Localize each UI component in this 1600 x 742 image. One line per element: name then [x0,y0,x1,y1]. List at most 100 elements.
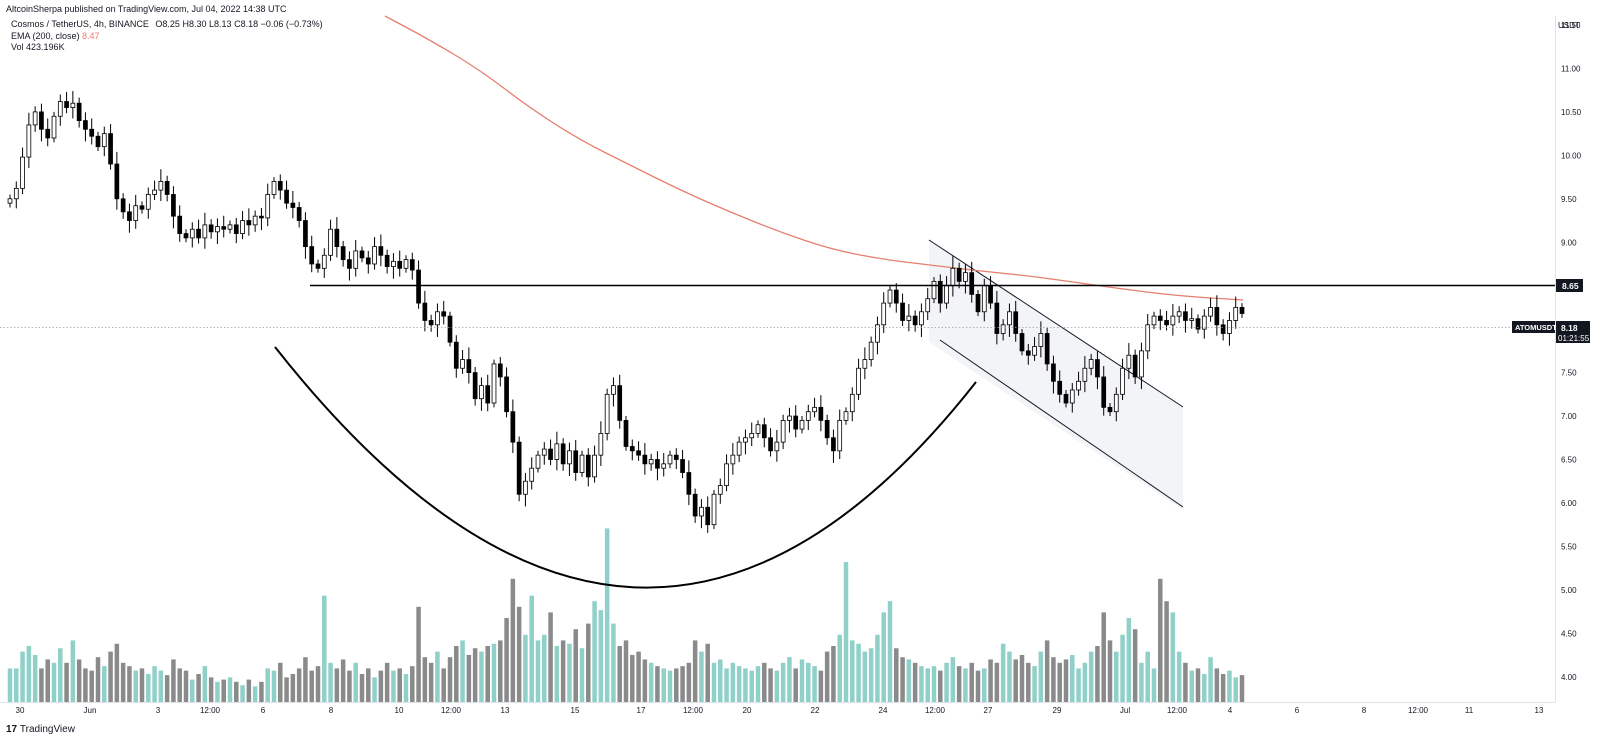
volume-bar [950,657,956,702]
candle [950,267,956,287]
volume-bar [177,668,182,702]
candle [472,372,478,400]
tradingview-logo-icon: 17 [6,724,18,735]
candle [1051,363,1056,382]
volume-bar [1145,651,1150,702]
candle [497,363,503,378]
volume-bar [296,668,302,702]
volume-bar [1013,659,1018,702]
volume-bar [743,668,748,702]
candle [1113,393,1119,413]
volume-bar [868,648,874,702]
candle [673,454,679,460]
candle [340,246,346,261]
x-tick-label: 17 [637,706,646,715]
candle [189,228,195,239]
volume-bar [674,668,679,702]
candle [1107,406,1113,413]
x-tick-label: 29 [1053,706,1062,715]
volume-bar [730,662,736,702]
candle [347,259,352,269]
candle [1145,324,1151,352]
volume-bar [20,651,25,702]
volume-bar [1057,662,1062,702]
volume-bar [560,640,566,702]
candle [956,267,962,282]
volume-bar [573,629,578,702]
volume-bar [1032,666,1037,702]
x-tick-label: 20 [743,706,752,715]
candle [57,101,63,117]
volume-bar [611,623,616,702]
volume-bar [938,670,943,702]
candle [724,463,729,486]
candle [837,419,843,452]
volume-bar [988,659,993,702]
volume-bar [127,666,132,702]
volume-bar [51,662,57,702]
volume-bar [535,640,541,702]
candle [1120,367,1125,395]
volume-bar [410,666,415,702]
volume-bar [1070,654,1075,702]
volume-bar [850,640,855,702]
volume-bar [1095,646,1100,702]
volume-bar [102,666,107,702]
volume-bar [768,668,773,702]
candle [541,448,547,456]
y-tick-label: 9.50 [1561,195,1577,204]
volume-bar [1082,662,1088,702]
candle [862,359,868,369]
volume-bar [454,646,459,702]
volume-bar [215,681,220,702]
volume-bar [1126,618,1132,702]
legend-ema-row: EMA (200, close) 8.47 [11,31,323,43]
candle [1095,359,1100,378]
candle [397,260,403,269]
candle [479,385,484,400]
volume-bar [290,674,296,702]
volume-bar [1076,668,1081,702]
volume-bar [435,651,440,702]
legend-vol-label: Vol [11,42,24,52]
tradingview-footer[interactable]: 17 TradingView [6,724,75,735]
volume-bar [83,668,88,702]
x-tick-label: 27 [984,706,993,715]
volume-bar [491,643,497,702]
candle [1088,359,1094,369]
candle [435,311,440,326]
legend-ohlc-row: Cosmos / TetherUS, 4h, BINANCE O8.25 H8.… [11,19,323,31]
candle [787,415,792,421]
candle [931,280,937,300]
candle [617,385,623,421]
candle [868,341,874,360]
volume-bar [944,662,949,702]
candle [925,298,931,313]
publisher-text: AltcoinSherpa published on TradingView.c… [6,4,287,14]
candle [1139,350,1144,378]
x-tick-label: 12:00 [925,706,946,715]
volume-bar [718,659,723,702]
candle [127,211,132,221]
y-tick-label: 6.50 [1561,456,1577,465]
volume-bar [133,670,138,702]
candle [529,467,535,482]
volume-bar [190,679,195,702]
y-tick-labels: 11.5011.0010.5010.009.509.008.508.007.50… [1561,21,1582,682]
candle [101,133,107,148]
x-tick-label: 30 [16,706,25,715]
candle [252,215,258,226]
channel-lower-line [939,339,1184,508]
symbol-tag-text: ATOMUSDT [1515,323,1557,332]
volume-bar [366,668,371,702]
candle [604,393,610,434]
x-tick-label: 12:00 [1167,706,1188,715]
candle [447,315,453,343]
volume-bar [39,668,44,702]
y-tick-label: 11.00 [1561,64,1581,73]
volume-bar [680,666,685,702]
volume-bar [208,677,214,702]
candle [1032,346,1037,356]
legend-vol-value: 423.196K [26,42,65,52]
volume-bar [529,595,534,702]
